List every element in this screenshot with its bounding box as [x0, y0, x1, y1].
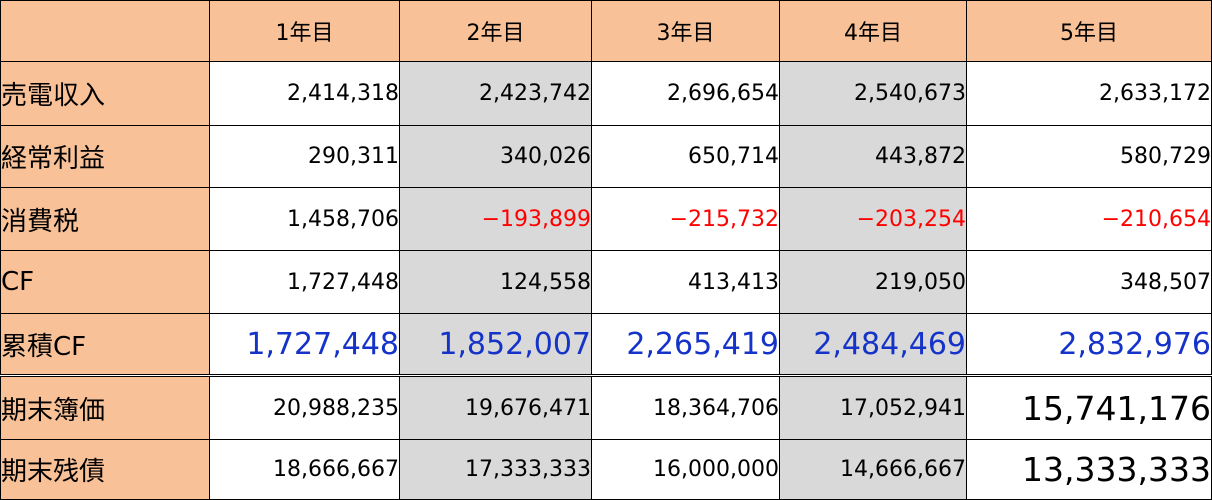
cumulative-value-cell: 1,852,007 [399, 313, 592, 376]
value-cell: 2,633,172 [966, 61, 1212, 126]
value-cell: 16,000,000 [591, 439, 780, 500]
value-cell: 2,540,673 [779, 61, 967, 126]
highlight-value-cell: 15,741,176 [966, 374, 1212, 440]
value-cell: 443,872 [779, 125, 967, 188]
cumulative-value-cell: 2,265,419 [591, 313, 780, 376]
value-cell: 219,050 [779, 250, 967, 314]
value-cell: 348,507 [966, 250, 1212, 314]
value-cell: 17,052,941 [779, 374, 967, 440]
row-label: CF [0, 250, 210, 314]
table-row-ordinary-profit: 経常利益 290,311 340,026 650,714 443,872 580… [0, 125, 1212, 188]
year-2-header: 2年目 [399, 0, 592, 62]
negative-value-cell: −203,254 [779, 187, 967, 251]
row-label: 消費税 [0, 187, 210, 251]
row-label: 期末簿価 [0, 374, 210, 440]
cumulative-value-cell: 1,727,448 [209, 313, 400, 376]
negative-value-cell: −193,899 [399, 187, 592, 251]
value-cell: 580,729 [966, 125, 1212, 188]
row-label: 売電収入 [0, 61, 210, 126]
value-cell: 1,727,448 [209, 250, 400, 314]
value-cell: 2,423,742 [399, 61, 592, 126]
row-label: 経常利益 [0, 125, 210, 188]
value-cell: 1,458,706 [209, 187, 400, 251]
year-3-header: 3年目 [591, 0, 780, 62]
table-row-sales-revenue: 売電収入 2,414,318 2,423,742 2,696,654 2,540… [0, 61, 1212, 126]
value-cell: 20,988,235 [209, 374, 400, 440]
highlight-value-cell: 13,333,333 [966, 439, 1212, 500]
value-cell: 2,696,654 [591, 61, 780, 126]
value-cell: 14,666,667 [779, 439, 967, 500]
value-cell: 413,413 [591, 250, 780, 314]
table-row-cumulative-cf: 累積CF 1,727,448 1,852,007 2,265,419 2,484… [0, 313, 1212, 376]
cumulative-value-cell: 2,484,469 [779, 313, 967, 376]
row-label: 期末残債 [0, 439, 210, 500]
year-1-header: 1年目 [209, 0, 400, 62]
year-5-header: 5年目 [966, 0, 1212, 62]
value-cell: 18,666,667 [209, 439, 400, 500]
value-cell: 19,676,471 [399, 374, 592, 440]
table-row-book-value: 期末簿価 20,988,235 19,676,471 18,364,706 17… [0, 374, 1212, 440]
value-cell: 650,714 [591, 125, 780, 188]
value-cell: 17,333,333 [399, 439, 592, 500]
cumulative-value-cell: 2,832,976 [966, 313, 1212, 376]
row-label: 累積CF [0, 313, 210, 376]
value-cell: 340,026 [399, 125, 592, 188]
table-row-cf: CF 1,727,448 124,558 413,413 219,050 348… [0, 250, 1212, 314]
negative-value-cell: −215,732 [591, 187, 780, 251]
value-cell: 2,414,318 [209, 61, 400, 126]
value-cell: 290,311 [209, 125, 400, 188]
year-4-header: 4年目 [779, 0, 967, 62]
corner-cell [0, 0, 210, 62]
negative-value-cell: −210,654 [966, 187, 1212, 251]
table-row-consumption-tax: 消費税 1,458,706 −193,899 −215,732 −203,254… [0, 187, 1212, 251]
table-row-remaining-debt: 期末残債 18,666,667 17,333,333 16,000,000 14… [0, 439, 1212, 500]
value-cell: 18,364,706 [591, 374, 780, 440]
header-row: 1年目 2年目 3年目 4年目 5年目 [0, 0, 1212, 62]
value-cell: 124,558 [399, 250, 592, 314]
